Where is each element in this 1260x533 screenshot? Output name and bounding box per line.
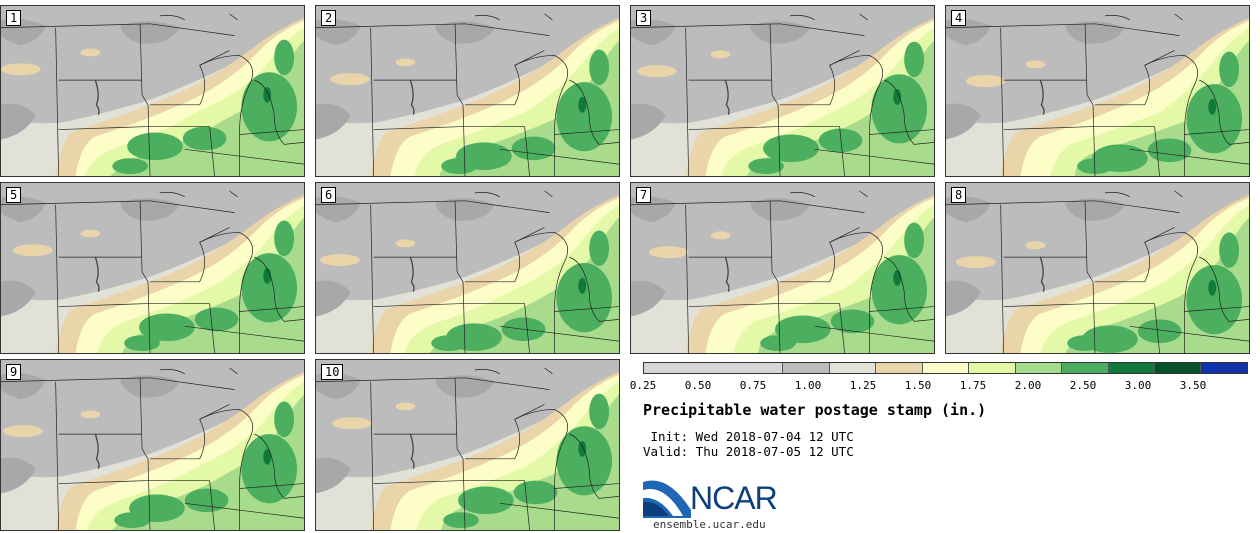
map-panel: 3 bbox=[630, 5, 935, 177]
valid-time: Valid: Thu 2018-07-05 12 UTC bbox=[643, 444, 854, 459]
member-number-label: 6 bbox=[321, 187, 337, 203]
ncar-logo-icon bbox=[643, 480, 691, 518]
map-panel: 1 bbox=[0, 5, 305, 177]
member-number-label: 7 bbox=[636, 187, 652, 203]
init-time: Init: Wed 2018-07-04 12 UTC bbox=[643, 429, 854, 444]
colorbar bbox=[643, 362, 1248, 374]
colorbar-tick-label: 0.25 bbox=[629, 379, 657, 392]
member-number-label: 4 bbox=[951, 10, 967, 26]
map-panel: 9 bbox=[0, 359, 305, 531]
map-panel: 5 bbox=[0, 182, 305, 354]
map-panel: 10 bbox=[315, 359, 620, 531]
colorbar-tick-label: 1.75 bbox=[959, 379, 987, 392]
colorbar-segment bbox=[644, 363, 784, 373]
map-panel: 8 bbox=[945, 182, 1250, 354]
colorbar-tick-label: 0.75 bbox=[739, 379, 767, 392]
colorbar-segment bbox=[1200, 363, 1248, 373]
colorbar-tick-label: 0.50 bbox=[684, 379, 712, 392]
colorbar-segment bbox=[829, 363, 877, 373]
member-number-label: 10 bbox=[321, 364, 344, 380]
member-number-label: 2 bbox=[321, 10, 337, 26]
member-number-label: 5 bbox=[6, 187, 22, 203]
colorbar-segment bbox=[1154, 363, 1201, 373]
colorbar-tick-label: 1.25 bbox=[849, 379, 877, 392]
map-panel: 2 bbox=[315, 5, 620, 177]
ncar-logo-text: NCAR bbox=[690, 480, 778, 516]
logo-url: ensemble.ucar.edu bbox=[653, 518, 766, 531]
colorbar-tick-label: 3.00 bbox=[1124, 379, 1152, 392]
map-panel: 7 bbox=[630, 182, 935, 354]
figure-title: Precipitable water postage stamp (in.) bbox=[643, 401, 987, 419]
colorbar-segment bbox=[969, 363, 1016, 373]
colorbar-segment bbox=[1015, 363, 1063, 373]
colorbar-segment bbox=[1108, 363, 1155, 373]
colorbar-segment bbox=[876, 363, 923, 373]
colorbar-tick-label: 1.50 bbox=[904, 379, 932, 392]
member-number-label: 1 bbox=[6, 10, 22, 26]
member-number-label: 8 bbox=[951, 187, 967, 203]
colorbar-tick-label: 2.00 bbox=[1014, 379, 1042, 392]
member-number-label: 9 bbox=[6, 364, 22, 380]
map-panel: 4 bbox=[945, 5, 1250, 177]
colorbar-segment bbox=[1062, 363, 1109, 373]
map-panel: 6 bbox=[315, 182, 620, 354]
colorbar-tick-label: 2.50 bbox=[1069, 379, 1097, 392]
member-number-label: 3 bbox=[636, 10, 652, 26]
colorbar-tick-label: 1.00 bbox=[794, 379, 822, 392]
colorbar-segment bbox=[783, 363, 830, 373]
colorbar-segment bbox=[922, 363, 970, 373]
colorbar-tick-label: 3.50 bbox=[1179, 379, 1207, 392]
